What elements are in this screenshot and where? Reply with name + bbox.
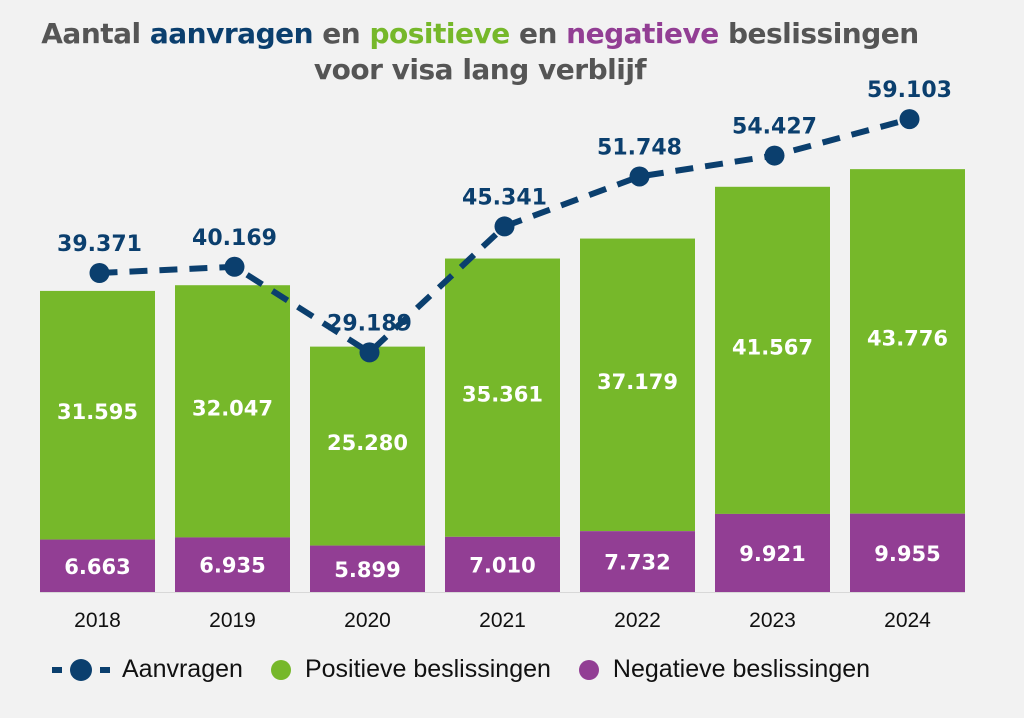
bar-negatieve-2023	[715, 513, 830, 592]
title-part: beslissingen	[718, 17, 919, 50]
title-part: en	[313, 17, 370, 50]
legend-item-aanvragen[interactable]: Aanvragen	[52, 655, 243, 684]
chart-title-line2: voor visa lang verblijf	[313, 53, 647, 86]
bar-positieve-2021	[445, 258, 560, 537]
title-part: positieve	[369, 17, 510, 50]
aanvragen-point-2018	[89, 263, 110, 283]
data-label-aanvragen: 40.169	[192, 226, 277, 251]
bar-positieve-2019	[175, 285, 290, 538]
title-part: negatieve	[566, 17, 719, 50]
data-label-negatieve: 6.663	[64, 555, 130, 579]
bar-negatieve-2019	[175, 537, 290, 592]
data-label-positieve: 31.595	[57, 400, 138, 424]
x-tick-label: 2020	[344, 609, 391, 632]
x-tick-label: 2023	[749, 609, 796, 632]
data-label-aanvragen: 51.748	[597, 135, 682, 160]
aanvragen-point-2021	[494, 216, 515, 237]
bar-positieve-2024	[850, 169, 965, 514]
aanvragen-point-2023	[764, 145, 785, 166]
data-label-aanvragen: 29.189	[327, 311, 412, 336]
legend-label: Positieve beslissingen	[304, 655, 551, 683]
data-label-negatieve: 7.732	[604, 551, 670, 575]
bar-negatieve-2022	[580, 531, 695, 592]
aanvragen-line-layer: 39.371 40.169 29.189 45.341 51.748 54.427 59.1…	[57, 78, 952, 363]
aanvragen-point-2024	[899, 109, 920, 130]
data-label-negatieve: 6.935	[199, 554, 265, 578]
data-label-aanvragen: 39.371	[57, 232, 142, 257]
x-tick-label: 2019	[209, 609, 256, 632]
data-label-positieve: 41.567	[732, 335, 813, 359]
purple-dot-icon	[578, 659, 599, 680]
data-label-negatieve: 5.899	[334, 558, 400, 582]
bar-negatieve-2020	[310, 545, 425, 592]
x-tick-label: 2024	[884, 609, 931, 632]
x-tick-label: 2021	[479, 609, 526, 632]
bar-positieve-2020	[310, 346, 425, 546]
bar-positieve-2023	[715, 186, 830, 514]
x-axis: 2018 2019 2020 2021 2022 2023 2024	[40, 592, 965, 632]
legend: Aanvragen Positieve beslissingen Negatie…	[52, 655, 898, 684]
bars-layer: 31.595 6.663 32.047 6.935 25.280 5.899 35.361 7…	[40, 169, 965, 592]
aanvragen-point-2019	[224, 256, 245, 277]
bar-negatieve-2024	[850, 513, 965, 592]
aanvragen-point-2020	[359, 342, 380, 363]
bar-positieve-2022	[580, 238, 695, 532]
x-tick-label: 2018	[74, 609, 121, 632]
data-label-negatieve: 7.010	[469, 553, 535, 577]
bar-negatieve-2018	[40, 539, 155, 592]
legend-item-negatieve[interactable]: Negatieve beslissingen	[578, 655, 871, 684]
data-label-aanvragen: 45.341	[462, 185, 547, 210]
title-part: en	[509, 17, 567, 50]
data-label-aanvragen: 59.103	[867, 78, 952, 103]
data-label-positieve: 35.361	[462, 383, 543, 407]
data-label-negatieve: 9.921	[739, 542, 805, 566]
bar-negatieve-2021	[445, 536, 560, 592]
data-label-positieve: 32.047	[192, 396, 273, 420]
bar-positieve-2018	[40, 290, 155, 540]
dashed-line-marker-icon	[52, 658, 110, 681]
data-label-negatieve: 9.955	[874, 542, 940, 566]
data-label-aanvragen: 54.427	[732, 115, 817, 140]
title-part: Aantal	[41, 17, 150, 50]
data-label-positieve: 25.280	[327, 431, 408, 455]
data-label-positieve: 43.776	[867, 326, 948, 350]
title-part: aanvragen	[149, 17, 314, 50]
chart-title: Aantal aanvragen en positieve en negatie…	[0, 16, 960, 88]
chart-title-line1: Aantal aanvragen en positieve en negatie…	[0, 16, 960, 52]
legend-item-positieve[interactable]: Positieve beslissingen	[270, 655, 551, 684]
legend-label: Negatieve beslissingen	[612, 655, 871, 683]
green-dot-icon	[270, 659, 291, 680]
legend-label: Aanvragen	[122, 655, 243, 683]
data-label-positieve: 37.179	[597, 370, 678, 394]
x-tick-label: 2022	[614, 609, 661, 632]
aanvragen-point-2022	[629, 166, 650, 187]
